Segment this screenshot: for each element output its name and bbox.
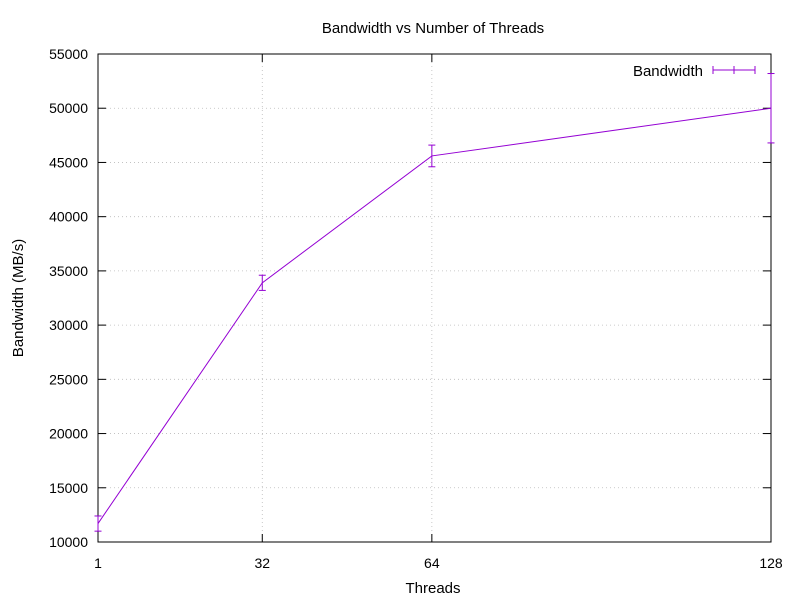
ticks-layer [97, 53, 772, 543]
y-tick-label: 25000 [49, 371, 88, 387]
legend-label-bandwidth: Bandwidth [633, 63, 703, 80]
plot-frame [97, 53, 772, 543]
y-tick-label: 10000 [49, 534, 88, 550]
tick-labels-layer: 10000 15000 20000 25000 30000 35000 40000 45000… [49, 46, 783, 571]
y-tick-label: 20000 [49, 426, 88, 442]
y-axis-label: Bandwidth (MB/s) [10, 239, 27, 357]
y-tick-label: 15000 [49, 480, 88, 496]
chart-title: Bandwidth vs Number of Threads [322, 20, 544, 37]
x-tick-label: 32 [254, 555, 270, 571]
y-tick-label: 50000 [49, 100, 88, 116]
y-tick-label: 30000 [49, 317, 88, 333]
y-tick-label: 55000 [49, 46, 88, 62]
series-layer [94, 73, 775, 532]
x-axis-label: Threads [405, 580, 460, 597]
legend: Bandwidth [633, 63, 756, 80]
series-line-bandwidth [97, 107, 772, 524]
x-tick-label: 1 [94, 555, 102, 571]
x-tick-label: 64 [424, 555, 440, 571]
y-tick-label: 40000 [49, 209, 88, 225]
y-tick-label: 45000 [49, 154, 88, 170]
x-tick-label: 128 [759, 555, 783, 571]
y-tick-label: 35000 [49, 263, 88, 279]
grid-layer [98, 54, 771, 542]
